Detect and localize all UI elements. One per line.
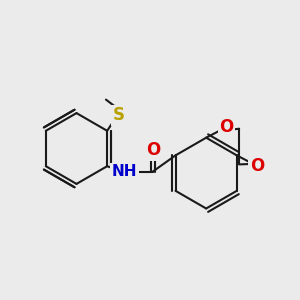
Text: O: O	[250, 157, 264, 175]
Text: O: O	[219, 118, 234, 136]
Text: O: O	[146, 141, 160, 159]
Text: S: S	[112, 106, 124, 124]
Text: NH: NH	[112, 164, 137, 179]
